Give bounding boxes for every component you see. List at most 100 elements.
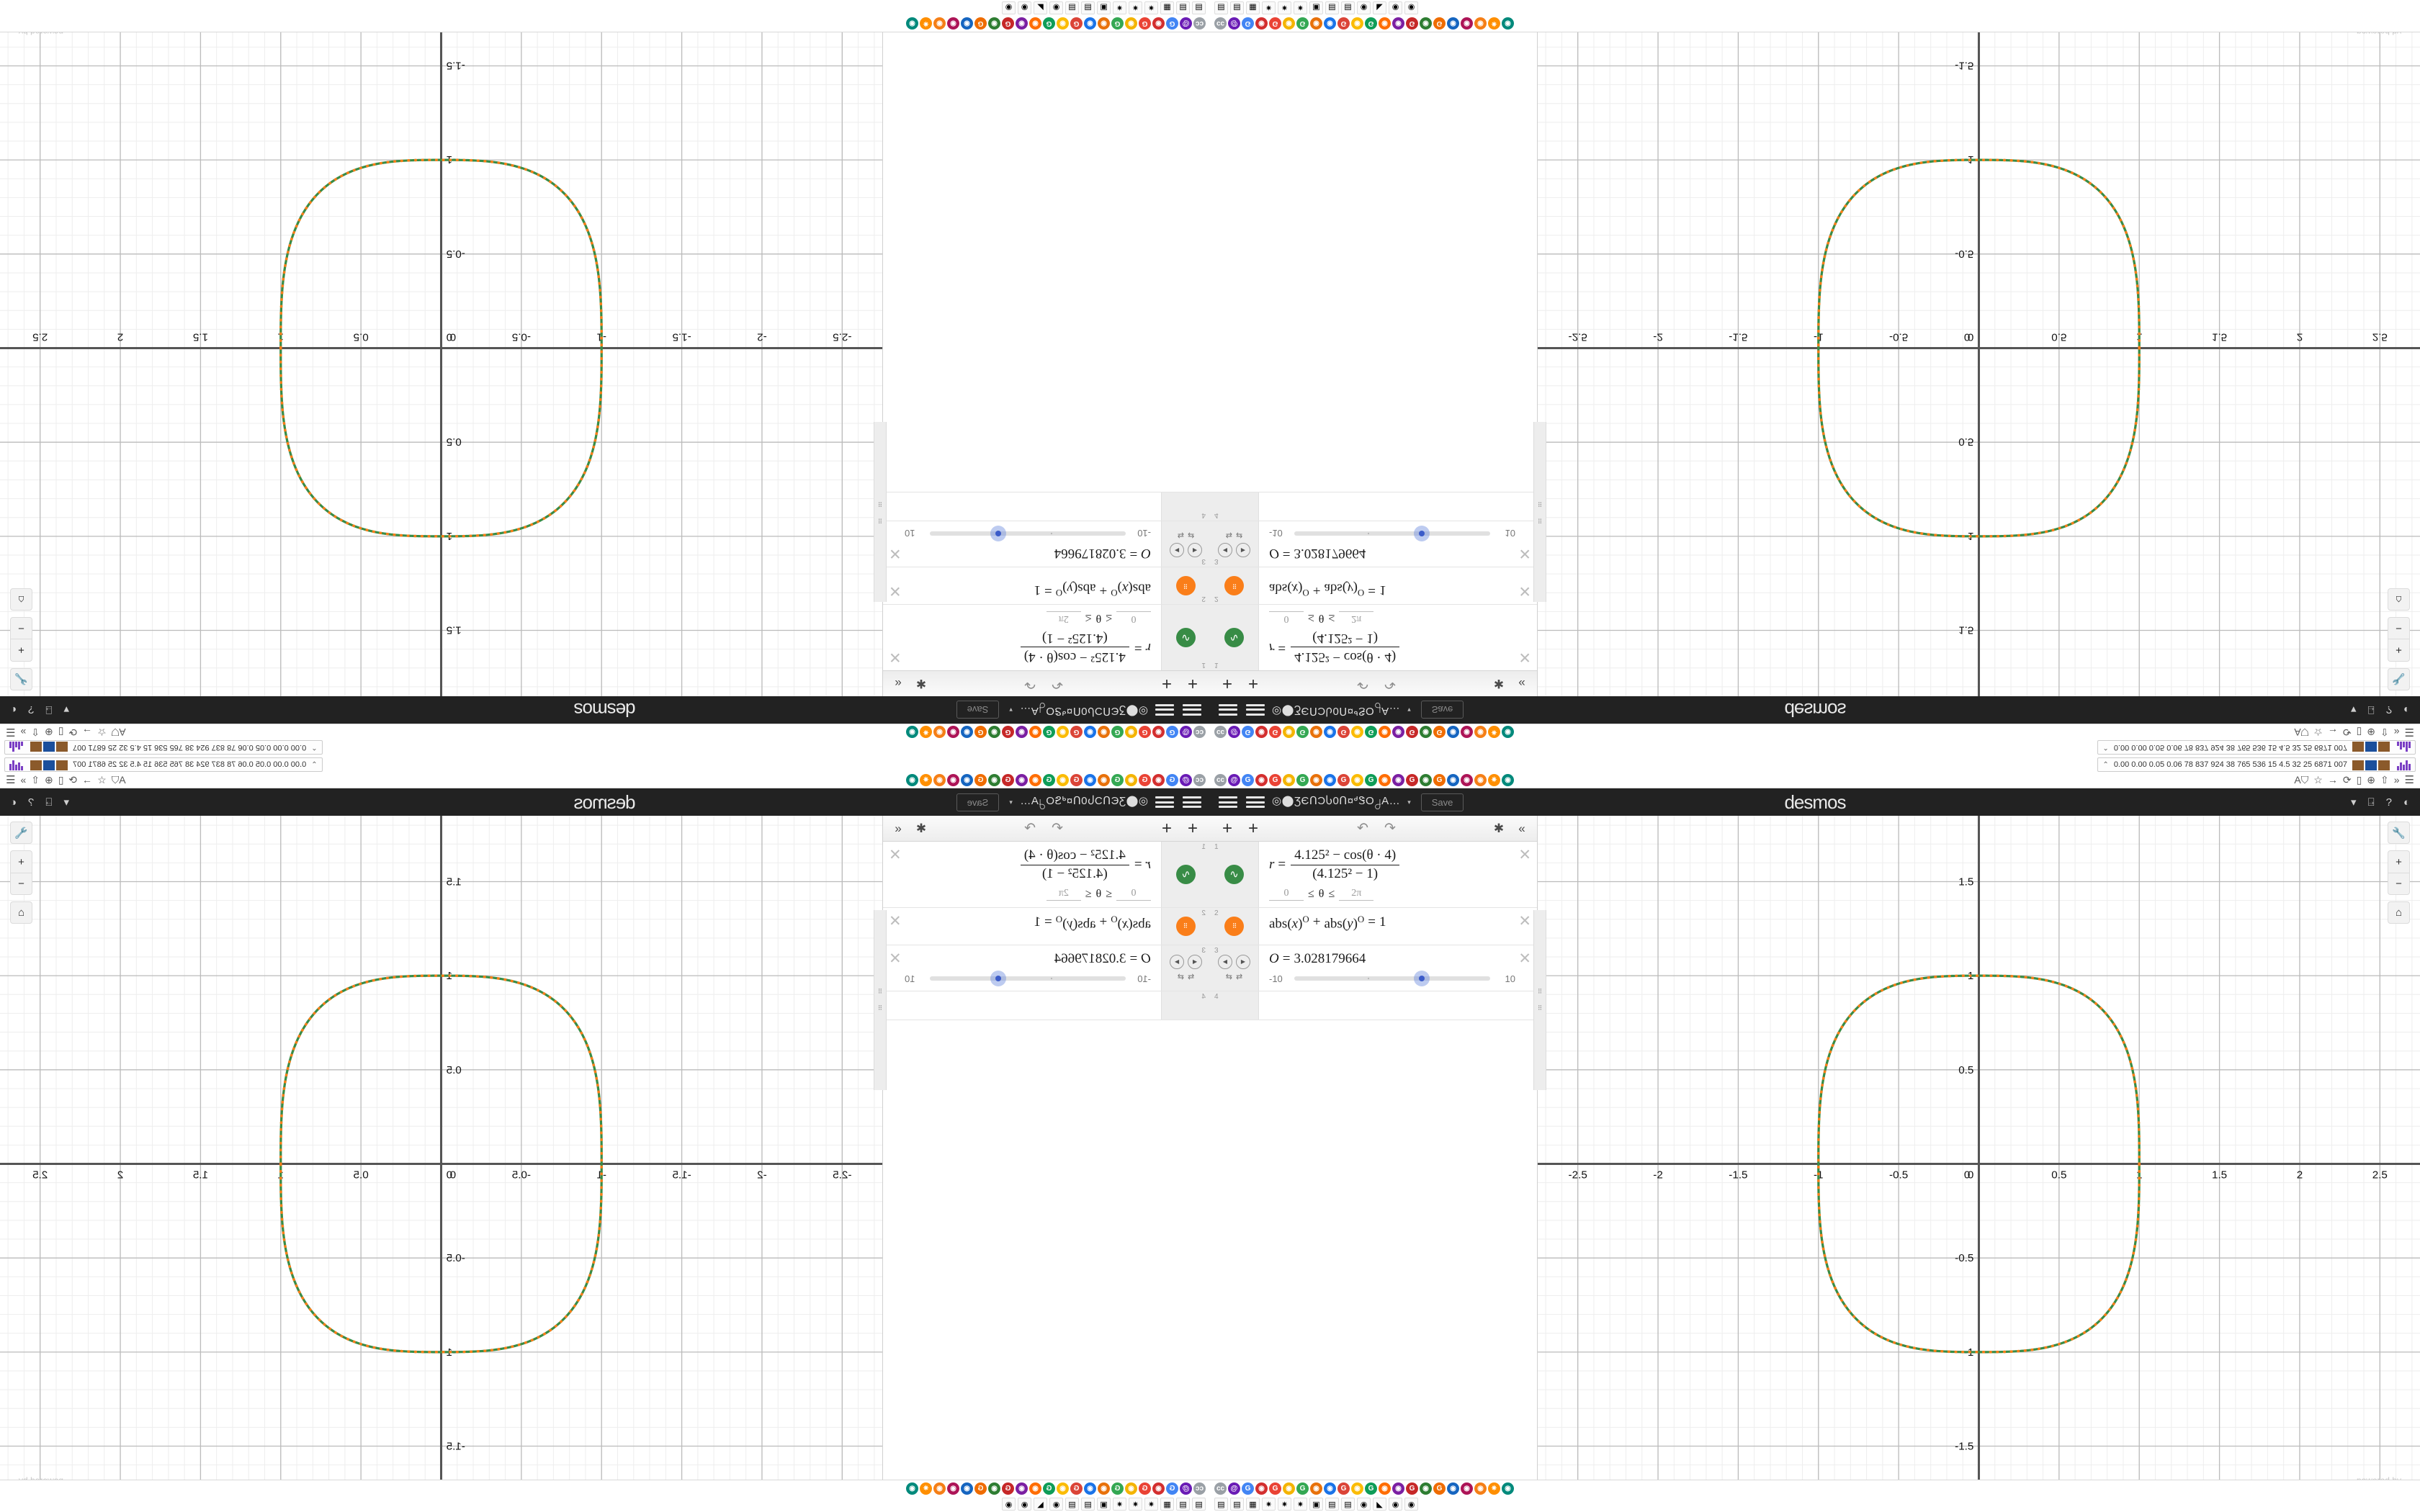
favicon-17[interactable]: ◉	[961, 17, 973, 30]
bookmark-tile-8[interactable]: ▤	[1065, 1, 1079, 14]
bookmark-tile-0[interactable]: ▤	[1214, 1, 1228, 14]
help-icon[interactable]: ?	[2385, 796, 2392, 809]
expression-gutter-1[interactable]: 1 ∿	[1210, 842, 1259, 907]
favicon-20[interactable]: ✷	[920, 726, 932, 739]
save-button[interactable]: Save	[1420, 701, 1464, 719]
favicon-12[interactable]: ◉	[1379, 1482, 1391, 1495]
slider-max-label[interactable]: 10	[1505, 528, 1515, 539]
expression-row-4[interactable]: 4	[883, 492, 1210, 521]
expression-row-4[interactable]: 4	[883, 991, 1210, 1020]
favicon-3[interactable]: ◉	[1255, 773, 1268, 786]
favicon-20[interactable]: ✷	[1488, 726, 1500, 739]
favicon-18[interactable]: ◉	[1461, 773, 1473, 786]
collapse-panel-icon[interactable]: «	[1518, 821, 1525, 835]
ticker-chevron-icon[interactable]: ⌃	[311, 760, 318, 769]
favicon-15[interactable]: ◉	[988, 17, 1000, 30]
zoom-in-button[interactable]: +	[2388, 850, 2410, 873]
delete-expression-3-icon[interactable]: ✕	[889, 949, 902, 967]
slider-thumb[interactable]	[1414, 971, 1430, 987]
gear-icon[interactable]: ✱	[1493, 821, 1505, 835]
favicon-2[interactable]: G	[1242, 726, 1254, 739]
bookmark-tile-5[interactable]: ✷	[1294, 1, 1307, 14]
favicon-21[interactable]: ◉	[906, 17, 918, 30]
quadrant-bottom-right[interactable]: ⌃ 0.00 0.00 0.05 0.06 78 837 924 38 765 …	[1210, 756, 2420, 1512]
favicon-11[interactable]: G	[1365, 726, 1377, 739]
panel-resize-handle[interactable]: ⠿ ⠿	[1533, 910, 1546, 1090]
add-expression-button[interactable]: +	[1222, 674, 1232, 694]
graph-canvas[interactable]: -2.5 -2 -1.5 -1 -0.5 0 0.5 1 1.5 2 2.5 1.5 1 0.5 -0.5-…	[0, 0, 882, 696]
bookmark-tile-7[interactable]: ▤	[1325, 1498, 1339, 1511]
graph-canvas[interactable]: -2.5 -2 -1.5 -1 -0.5 0 0.5 1 1.5 2 2.5 1.5 1 0.5 -0.5-…	[1538, 0, 2420, 696]
expression-gutter-2[interactable]: 2 ⠿	[1161, 567, 1210, 605]
zoom-out-button[interactable]: −	[2388, 873, 2410, 895]
bookmark-tile-6[interactable]: ▣	[1309, 1, 1323, 14]
favicon-9[interactable]: G	[1337, 773, 1350, 786]
slider-step-controls[interactable]: ◀ ▶ ⇆ ⇄	[1218, 528, 1250, 560]
expression-content-1[interactable]: r = 4.125² − cos(θ · 4) (4.125² − 1) 0	[883, 605, 1161, 670]
curve-color-swatch-green[interactable]: ∿	[1224, 864, 1244, 884]
favicon-21[interactable]: ◉	[1502, 17, 1514, 30]
favicon-12[interactable]: ◉	[1029, 1482, 1041, 1495]
favicon-10[interactable]: ◉	[1351, 17, 1363, 30]
graph-settings-wrench-icon[interactable]: 🔧	[10, 822, 32, 844]
favicon-4[interactable]: G	[1139, 1482, 1151, 1495]
delete-expression-1-icon[interactable]: ✕	[1518, 846, 1531, 863]
overflow-icon[interactable]: »	[20, 774, 27, 786]
bookmark-tile-12[interactable]: ◉	[1002, 1, 1016, 14]
favicon-2[interactable]: G	[1242, 1482, 1254, 1495]
favicon-9[interactable]: G	[1070, 773, 1083, 786]
collapse-panel-icon[interactable]: «	[1518, 677, 1525, 691]
favicon-7[interactable]: ◉	[1098, 726, 1110, 739]
expression-gutter-3[interactable]: 3 ◀ ▶ ⇆ ⇄	[1210, 945, 1259, 991]
browser-nav-icons[interactable]: A⛉ ☆ → ⟳ ▯ ⊕ ⇧ » ☰	[2294, 724, 2414, 740]
favicon-18[interactable]: ◉	[1461, 726, 1473, 739]
slider-control[interactable]: -10 10	[905, 971, 1151, 987]
favicon-9[interactable]: G	[1070, 1482, 1083, 1495]
undo-icon[interactable]: ↶	[1052, 821, 1063, 836]
slider-loop-icon[interactable]: ⇆	[1225, 531, 1232, 540]
undo-icon[interactable]: ↶	[1357, 821, 1368, 836]
ticker-chevron-icon[interactable]: ⌃	[311, 743, 318, 752]
home-button[interactable]: ⌂	[10, 901, 32, 924]
slider-step-controls[interactable]: ◀ ▶ ⇆ ⇄	[1170, 952, 1202, 984]
bookmark-star-icon[interactable]: ☆	[2313, 726, 2323, 739]
favicon-14[interactable]: G	[1002, 773, 1014, 786]
favicon-0[interactable]: cc	[1214, 17, 1227, 30]
zoom-out-button[interactable]: −	[2388, 617, 2410, 639]
bookmark-tile-8[interactable]: ▤	[1341, 1498, 1355, 1511]
graph-list-icon[interactable]	[1246, 703, 1265, 717]
polar-domain[interactable]: 0 ≤ θ ≤ 2π	[1269, 611, 1515, 625]
overflow-icon[interactable]: »	[2393, 774, 2400, 786]
bookmark-tile-row[interactable]: ▤ ▤ ▦ ✷ ✷ ✷ ▣ ▤ ▤ ◉ ◣ ◉ ◉	[0, 0, 1210, 16]
favicon-18[interactable]: ◉	[947, 1482, 959, 1495]
favicon-19[interactable]: ◉	[1474, 726, 1487, 739]
account-icon[interactable]: ◐	[10, 703, 17, 716]
slider-loop-icon[interactable]: ⇆	[1188, 972, 1195, 981]
favicon-13[interactable]: ◉	[1016, 773, 1028, 786]
favicon-4[interactable]: G	[1269, 773, 1281, 786]
bookmark-favicon-row-bottom[interactable]: cc @ G ◉ G ◉ G ◉ ◉ G ◉ G ◉ ◉ G ◉ G ◉ ◉ ◉ ✷ ◉	[1210, 16, 2420, 32]
add-item-button[interactable]: +	[1162, 818, 1173, 838]
bookmark-tile-9[interactable]: ◉	[1357, 1498, 1371, 1511]
favicon-16[interactable]: G	[974, 726, 987, 739]
slider-track[interactable]	[1294, 525, 1490, 541]
bookmark-tile-1[interactable]: ▤	[1176, 1498, 1190, 1511]
collapse-panel-icon[interactable]: «	[895, 677, 902, 691]
bookmark-tile-8[interactable]: ▤	[1341, 1, 1355, 14]
expression-content-1[interactable]: r = 4.125² − cos(θ · 4) (4.125² − 1) 0	[1259, 842, 1537, 907]
bookmark-favicon-row-bottom[interactable]: cc @ G ◉ G ◉ G ◉ ◉ G ◉ G ◉ ◉ G ◉ G ◉ ◉ ◉ ✷ ◉	[0, 16, 1210, 32]
hamburger-icon[interactable]	[1183, 703, 1201, 717]
bookmark-tile-4[interactable]: ✷	[1278, 1, 1291, 14]
favicon-4[interactable]: G	[1269, 726, 1281, 739]
favicon-3[interactable]: ◉	[1255, 726, 1268, 739]
bookmark-tile-10[interactable]: ◣	[1373, 1, 1386, 14]
slider-thumb[interactable]	[1414, 525, 1430, 541]
favicon-0[interactable]: cc	[1214, 773, 1227, 786]
domain-min-input[interactable]: 0	[1116, 887, 1151, 901]
slider-track[interactable]	[930, 971, 1126, 987]
favicon-15[interactable]: ◉	[988, 726, 1000, 739]
graph-title[interactable]: ◎⬤ƷЄՈƆႱ0Ո¤ᒄᏕO႕A…	[1272, 795, 1401, 807]
expression-content-2[interactable]: abs(x)O + abs(y)O = 1 ✕	[1259, 567, 1537, 604]
forward-arrow-icon[interactable]: →	[82, 726, 93, 738]
graph-title[interactable]: ◎⬤ƷЄՈƆႱ0Ո¤ᒄᏕO႕A…	[1019, 705, 1148, 717]
